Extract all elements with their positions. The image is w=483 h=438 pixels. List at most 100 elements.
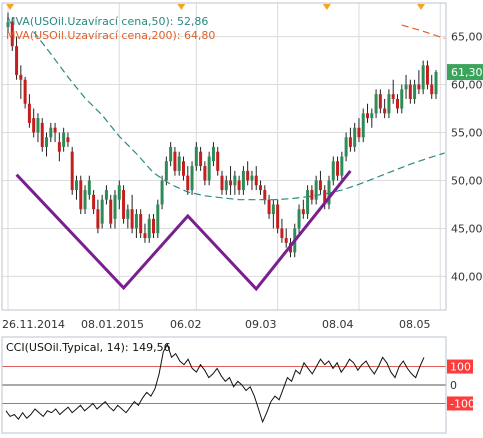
- candle-body: [306, 190, 310, 215]
- candle-body: [425, 65, 429, 85]
- y-tick-label: 45,00: [451, 222, 483, 235]
- candle-body: [241, 170, 245, 191]
- candle-body: [62, 132, 66, 147]
- cci-level-label: 0: [450, 379, 457, 392]
- candle-body: [297, 209, 301, 229]
- candle-body: [378, 94, 382, 109]
- candle-body: [143, 233, 147, 239]
- candle-body: [27, 103, 31, 123]
- double-bottom-pattern-line: [15, 169, 352, 292]
- candle-body: [404, 84, 408, 90]
- y-tick-label: 50,00: [451, 174, 483, 187]
- candle-body: [271, 204, 275, 215]
- cci-level-label: 100: [450, 361, 471, 374]
- candle-body: [173, 151, 177, 171]
- candle-body: [211, 146, 215, 162]
- x-tick-label: 06.02: [170, 318, 202, 331]
- candle-body: [421, 65, 425, 90]
- ma-legend-entry: MVA(USOil.Uzavírací cena,200): 64,80: [6, 29, 215, 42]
- candle-body: [45, 137, 49, 147]
- candle-body: [323, 190, 327, 205]
- candle-body: [391, 94, 395, 99]
- candle-body: [181, 161, 185, 176]
- candle-body: [224, 180, 228, 191]
- candle-body: [10, 22, 14, 47]
- price-panel-frame: [1, 2, 447, 311]
- y-tick-label: 60,00: [451, 79, 483, 92]
- candle-body: [370, 113, 374, 119]
- candle-body: [229, 180, 233, 186]
- candle-body: [276, 204, 280, 229]
- candle-body: [267, 199, 271, 215]
- cci-level-tag: [447, 396, 473, 411]
- candle-body: [40, 122, 44, 147]
- candle-body: [318, 180, 322, 191]
- candle-body: [104, 190, 108, 200]
- candle-body: [152, 218, 156, 234]
- candle-body: [57, 142, 61, 152]
- ma200-line: [401, 24, 445, 40]
- candle-body: [233, 175, 237, 186]
- price-tag-box: [447, 64, 483, 81]
- candle-body: [130, 209, 134, 229]
- candle-body: [92, 194, 96, 210]
- candle-body: [160, 180, 164, 205]
- candle-body: [361, 113, 365, 138]
- candle-body: [66, 137, 70, 143]
- candle-body: [280, 228, 284, 239]
- candle-body: [310, 190, 314, 200]
- candle-body: [122, 190, 126, 219]
- candle-body: [126, 209, 130, 219]
- candle-body: [430, 84, 434, 95]
- y-tick-label: 40,00: [451, 270, 483, 283]
- candle-body: [156, 204, 160, 234]
- candle-body: [331, 161, 335, 181]
- cci-line: [5, 343, 425, 424]
- candle-body: [169, 146, 173, 162]
- candle-body: [246, 170, 250, 181]
- candle-body: [387, 94, 391, 114]
- event-marker-icon: [177, 4, 186, 10]
- candle-body: [344, 137, 348, 157]
- candle-body: [250, 175, 254, 181]
- legend-layer: MVA(USOil.Uzavírací cena,50): 52,86MVA(U…: [6, 15, 215, 354]
- y-tick-label: 55,00: [451, 127, 483, 140]
- candle-body: [36, 118, 40, 133]
- event-marker-icon: [417, 4, 426, 10]
- candle-body: [70, 151, 74, 191]
- candle-body: [164, 161, 168, 181]
- candle-body: [79, 180, 83, 210]
- candle-body: [237, 180, 241, 191]
- candle-body: [32, 118, 36, 133]
- candle-body: [15, 46, 19, 75]
- candle-body: [139, 214, 143, 234]
- cci-level-label: -100: [450, 397, 475, 410]
- plot-layer: [5, 12, 445, 424]
- candle-body: [53, 127, 57, 133]
- candle-body: [87, 180, 91, 195]
- candle-body: [109, 199, 113, 224]
- grid-layer: [2, 3, 446, 404]
- candle-body: [413, 84, 417, 99]
- y-tick-label: 65,00: [451, 31, 483, 44]
- event-marker-icon: [322, 4, 331, 10]
- candle-body: [49, 127, 53, 138]
- x-tick-label: 08.04: [322, 318, 354, 331]
- x-tick-label: 08.01.2015: [81, 318, 144, 331]
- candle-body: [134, 214, 138, 229]
- candle-body: [357, 127, 361, 138]
- candle-body: [186, 175, 190, 191]
- price-tag-label: 61,30: [451, 66, 483, 79]
- ma50-line: [33, 31, 445, 201]
- candle-body: [100, 199, 104, 224]
- candle-body: [301, 209, 305, 215]
- candle-body: [400, 89, 404, 109]
- candle-body: [254, 175, 258, 186]
- candle-body: [383, 108, 387, 114]
- candle-body: [190, 166, 194, 191]
- candle-body: [353, 127, 357, 147]
- candle-body: [207, 156, 211, 181]
- x-tick-label: 26.11.2014: [2, 318, 65, 331]
